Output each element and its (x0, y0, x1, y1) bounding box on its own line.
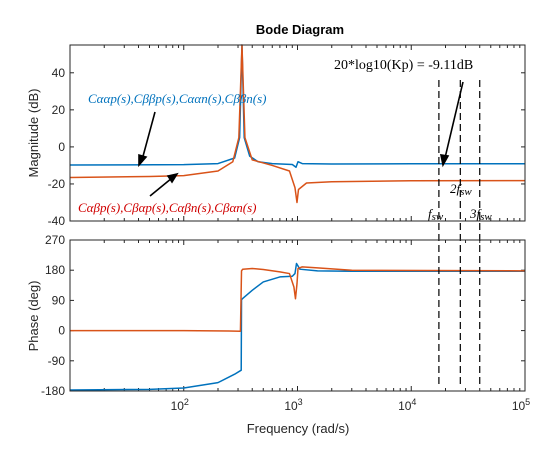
phase-axes-box (69, 239, 526, 392)
chart-title: Bode Diagram (256, 22, 344, 37)
phase-y-label: Phase (deg) (26, 281, 41, 352)
phase-series (69, 262, 526, 391)
fsw-label: fsw (428, 206, 444, 223)
y-tick-label: 90 (52, 293, 66, 307)
x-axis-label: Frequency (rad/s) (247, 421, 350, 436)
3fsw-label: 3fsw (469, 206, 492, 223)
annotation-arrows (138, 81, 464, 197)
x-tick-label: 105 (512, 397, 530, 413)
switching-frequency-markers (438, 80, 481, 384)
red-label-arrow (149, 177, 173, 197)
y-tick-label: 180 (45, 263, 65, 277)
blue-label-arrowhead (138, 153, 148, 168)
magnitude-y-label: Magnitude (dB) (26, 89, 41, 178)
blue-label-arrow (141, 111, 156, 161)
x-tick-label: 104 (398, 397, 416, 413)
x-tick-label: 103 (284, 397, 302, 413)
y-tick-label: -90 (48, 354, 66, 368)
phase-plot-area (70, 240, 525, 391)
y-tick-label: 40 (52, 66, 66, 80)
gain-arrow (444, 81, 464, 159)
y-tick-label: 20 (52, 103, 66, 117)
y-tick-label: -180 (41, 384, 65, 398)
y-tick-label: 270 (45, 233, 65, 247)
magnitude-y-ticks: -40 -20 0 20 40 (48, 66, 525, 228)
phase-blue-line (69, 262, 525, 391)
magnitude-axes-box (69, 44, 526, 222)
gain-arrowhead (439, 154, 450, 168)
y-tick-label: 0 (58, 324, 65, 338)
magnitude-orange-line (69, 44, 526, 204)
2fsw-label: 2fsw (450, 181, 472, 198)
y-tick-label: -20 (48, 177, 66, 191)
red-label-arrowhead (166, 172, 179, 184)
y-tick-label: 0 (58, 140, 65, 154)
magnitude-series (69, 44, 526, 204)
phase-orange-line (70, 266, 526, 333)
blue-curve-label: Cααp(s),Cββp(s),Cααn(s),Cββn(s) (88, 91, 267, 106)
red-curve-label: Cαβp(s),Cβαp(s),Cαβn(s),Cβαn(s) (78, 200, 257, 215)
gain-annotation: 20*log10(Kp) = -9.11dB (334, 58, 473, 73)
y-tick-label: -40 (48, 214, 66, 228)
x-tick-label: 102 (171, 397, 189, 413)
